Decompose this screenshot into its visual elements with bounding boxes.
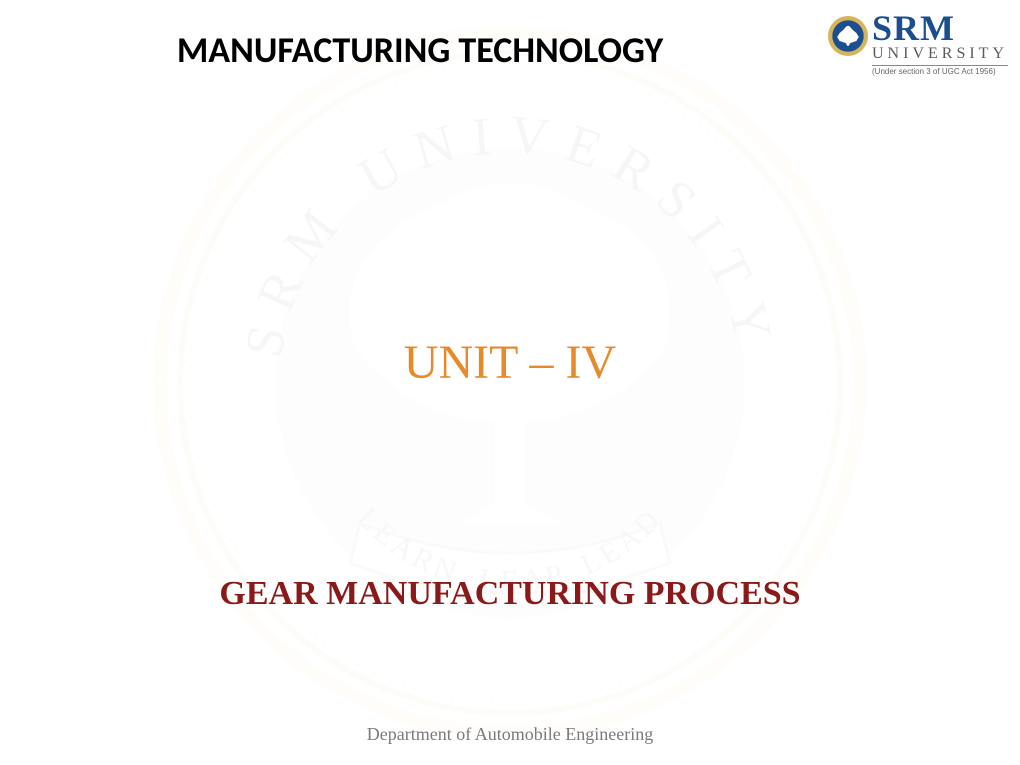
logo-main-text: SRM (872, 10, 1008, 46)
logo-divider (872, 65, 1008, 66)
section-heading: GEAR MANUFACTURING PROCESS (0, 575, 1020, 613)
logo-tagline: (Under section 3 of UGC Act 1956) (872, 68, 1008, 76)
university-logo: SRM UNIVERSITY (Under section 3 of UGC A… (828, 10, 1008, 76)
unit-heading: UNIT – IV (0, 335, 1020, 390)
logo-sub-text: UNIVERSITY (872, 46, 1008, 62)
tree-badge-icon (828, 16, 868, 56)
svg-text:SRM UNIVERSITY: SRM UNIVERSITY (233, 103, 787, 361)
footer-department: Department of Automobile Engineering (0, 724, 1020, 745)
page-title: MANUFACTURING TECHNOLOGY (0, 28, 840, 72)
